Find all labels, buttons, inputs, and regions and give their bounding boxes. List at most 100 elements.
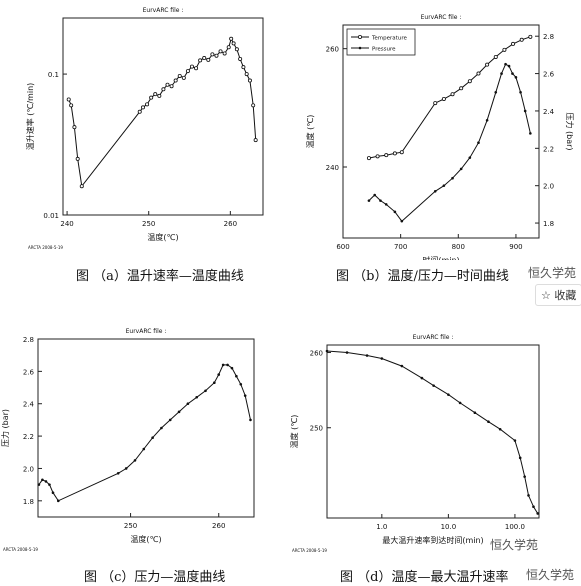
footnote: ARCTA 2008-5-19 xyxy=(292,548,327,553)
data-point xyxy=(213,381,216,384)
data-point xyxy=(186,402,190,406)
x-tick-label: 1.0 xyxy=(376,523,387,531)
data-point xyxy=(133,459,137,462)
x-tick-label: 250 xyxy=(124,522,137,530)
y-tick-label: 1.8 xyxy=(23,498,34,506)
data-point xyxy=(75,156,80,161)
y2-tick-label: 2.0 xyxy=(543,183,554,191)
x-tick-label: 600 xyxy=(336,243,349,251)
data-point xyxy=(66,97,71,102)
data-point xyxy=(529,132,532,135)
data-point xyxy=(393,210,397,214)
y-tick-label: 0.1 xyxy=(48,71,59,79)
x-axis-label: 温度(℃) xyxy=(147,232,178,242)
data-point xyxy=(79,184,84,189)
data-point xyxy=(420,376,424,380)
data-point xyxy=(226,363,229,367)
y-tick-label: 260 xyxy=(326,46,339,54)
data-point xyxy=(169,84,174,89)
chart-title: EurvARC file : xyxy=(421,14,462,21)
data-point xyxy=(253,138,258,143)
data-point xyxy=(124,467,128,470)
y-tick-label: 2.2 xyxy=(23,433,34,441)
watermark-text-2: 恒久学苑 xyxy=(490,538,539,552)
x-tick-label: 700 xyxy=(394,243,407,251)
data-point xyxy=(502,47,507,52)
x-tick-label: 250 xyxy=(142,220,155,228)
data-point xyxy=(160,426,163,430)
data-point xyxy=(202,56,207,61)
chart-title: EurvARC file : xyxy=(143,7,184,14)
data-point xyxy=(367,199,371,202)
data-point xyxy=(238,56,243,61)
data-point xyxy=(249,418,252,422)
data-point xyxy=(365,354,369,357)
data-point xyxy=(536,512,540,515)
caption-d: 图 （d）温度—最大温升速率 xyxy=(340,570,509,585)
data-point xyxy=(37,483,41,486)
data-point xyxy=(459,86,464,91)
plot-frame xyxy=(62,17,264,216)
data-point xyxy=(459,167,463,171)
caption-a: 图 （a）温升速率—温度曲线 xyxy=(76,269,244,284)
y-axis-label: 温度 (℃) xyxy=(290,415,299,449)
data-point xyxy=(500,72,503,75)
data-point xyxy=(399,150,404,155)
data-point xyxy=(518,456,522,460)
data-point xyxy=(487,420,490,424)
chart-c: EurvARC file : 250 260 1.8 2.0 2.2 2.4 2.6 2.8 温度… xyxy=(0,328,255,552)
y2-tick-label: 2.8 xyxy=(543,33,554,41)
data-point xyxy=(177,410,181,414)
data-point xyxy=(380,357,384,360)
data-point xyxy=(72,125,77,130)
data-point xyxy=(189,64,194,69)
data-point xyxy=(226,45,231,50)
data-point xyxy=(504,62,507,66)
x-axis-label: 时间(min) xyxy=(422,255,459,260)
data-point xyxy=(507,64,511,68)
x-tick-label: 260 xyxy=(212,522,225,530)
data-point xyxy=(168,418,172,422)
data-point xyxy=(375,154,380,159)
data-point xyxy=(514,76,518,79)
plot-frame xyxy=(37,338,255,518)
data-point xyxy=(494,90,498,94)
data-point xyxy=(442,184,446,187)
data-point xyxy=(235,374,238,378)
data-point xyxy=(142,447,146,451)
data-point xyxy=(218,49,223,54)
data-point xyxy=(161,87,166,92)
favorite-button[interactable]: ☆ 收藏 xyxy=(535,284,581,306)
data-point xyxy=(485,118,489,122)
data-point xyxy=(384,203,388,206)
y-tick-label: 2.8 xyxy=(23,336,34,344)
data-point xyxy=(345,351,349,354)
x-tick-label: 900 xyxy=(509,243,522,251)
legend-frame xyxy=(346,28,416,56)
favorite-label: 收藏 xyxy=(554,289,577,302)
legend: Temperature Pressure xyxy=(346,28,416,56)
y-tick-label: 250 xyxy=(310,425,323,433)
data-point xyxy=(379,199,382,202)
data-point xyxy=(41,478,44,482)
data-point xyxy=(528,34,533,39)
data-point xyxy=(204,389,207,393)
y-tick-label: 240 xyxy=(326,164,339,172)
plot-frame xyxy=(326,344,540,519)
data-point xyxy=(450,92,455,97)
chart-d: EurvARC file : 1.0 10.0 100.0 250 260 最大温升速率到达… xyxy=(290,334,540,553)
y2-tick-label: 2.6 xyxy=(543,71,555,79)
data-point xyxy=(48,483,51,486)
x-tick-label: 240 xyxy=(60,220,73,228)
y2-tick-label: 2.2 xyxy=(543,145,554,153)
data-point xyxy=(400,219,404,223)
data-point xyxy=(194,66,199,71)
data-point xyxy=(473,411,477,414)
data-point xyxy=(243,394,247,397)
data-point xyxy=(447,393,450,396)
data-point xyxy=(527,494,530,497)
data-point xyxy=(214,53,219,58)
data-point xyxy=(433,101,438,106)
data-point xyxy=(153,92,158,97)
data-point xyxy=(149,95,154,100)
